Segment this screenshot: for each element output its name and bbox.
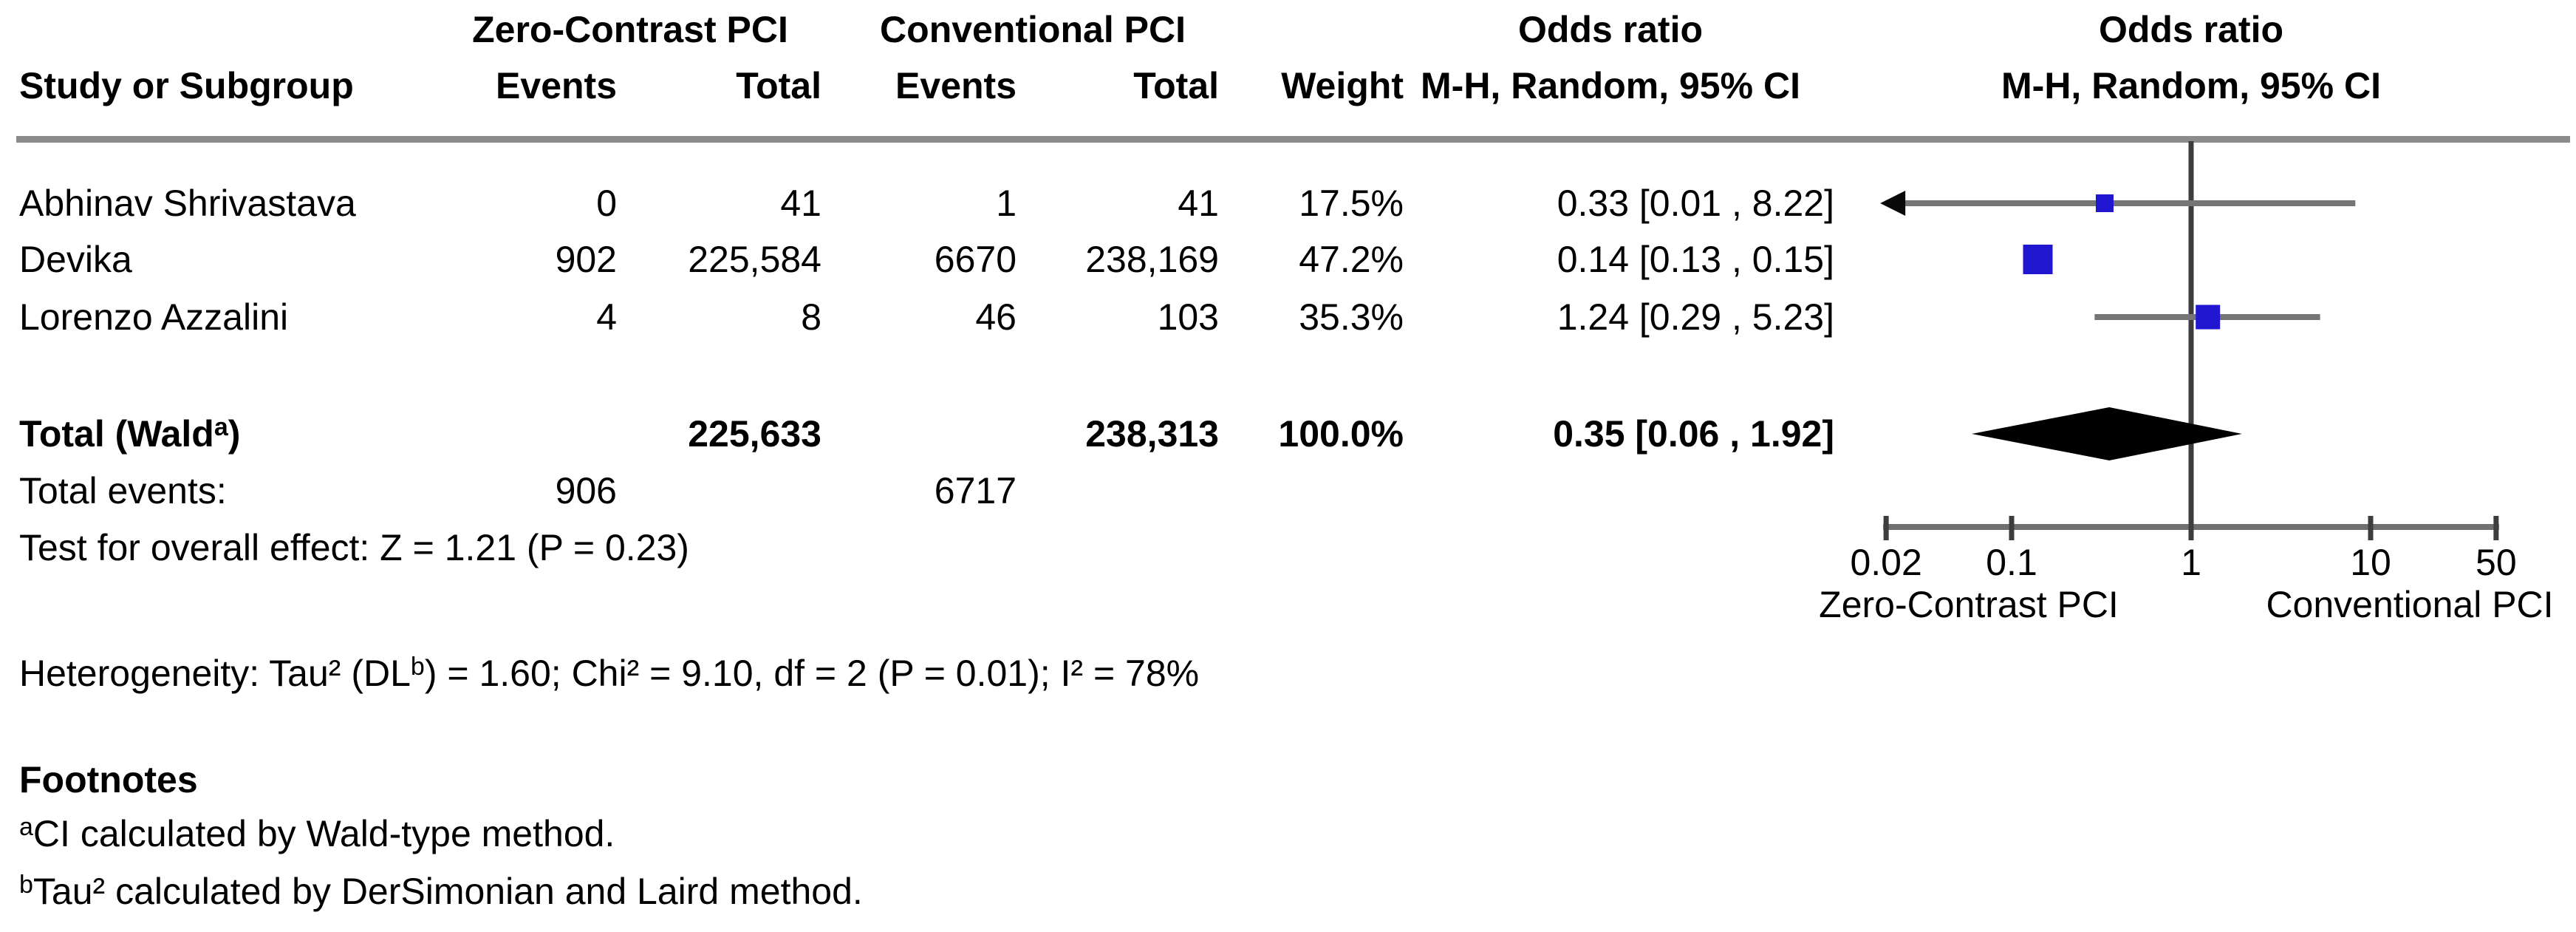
total2-column-header: Total [1133,65,1219,106]
total-events-label: Total events: [19,470,227,511]
footnote-a-marker: a [19,813,33,841]
overall-effect-test: Test for overall effect: Z = 1.21 (P = 0… [19,527,689,568]
ci-offscale-arrow-left [1880,191,1906,216]
weight-value: 17.5% [1299,183,1404,224]
or-ci-value: 1.24 [0.29 , 5.23] [1557,296,1834,338]
weight-sum: 100.0% [1278,413,1404,455]
total1-value: 225,584 [688,239,821,280]
footnotes-title: Footnotes [19,759,198,800]
total2-value: 41 [1178,183,1219,224]
footnote-a: aCI calculated by Wald-type method. [19,813,615,854]
weight-square-marker [2095,194,2114,212]
total2-value: 238,169 [1085,239,1219,280]
or-ci-value: 0.33 [0.01 , 8.22] [1557,183,1834,224]
footnote-a-marker: a [213,413,228,441]
events2-value: 6670 [934,239,1017,280]
weight-value: 47.2% [1299,239,1404,280]
total2-sum: 238,313 [1085,413,1219,455]
weight-value: 35.3% [1299,296,1404,338]
x-axis-tick-label: 0.1 [1986,542,2037,583]
footnote-b-marker: b [19,871,33,899]
study-name: Abhinav Shrivastava [19,183,356,224]
total1-column-header: Total [736,65,821,106]
total-label: Total (Walda) [19,413,241,455]
heterogeneity-stats: Heterogeneity: Tau² (DLb) = 1.60; Chi² =… [19,653,1200,694]
x-axis-tick-label: 1 [2181,542,2201,583]
axis-caption-left: Zero-Contrast PCI [1819,584,2119,625]
events2-value: 1 [996,183,1017,224]
mh-text-column-header: M-H, Random, 95% CI [1421,65,1800,106]
events2-column-header: Events [895,65,1017,106]
x-axis-tick-label: 0.02 [1850,542,1922,583]
odds-ratio-plot-col-title: Odds ratio [2098,9,2284,50]
x-axis-tick-label: 10 [2350,542,2391,583]
footnote-b-marker: b [410,653,425,681]
weight-square-marker [2023,245,2053,274]
study-column-header: Study or Subgroup [19,65,354,106]
study-name: Lorenzo Azzalini [19,296,289,338]
events1-value: 4 [596,296,617,338]
axis-caption-right: Conventional PCI [2266,584,2554,625]
total1-value: 8 [801,296,821,338]
footnote-b: bTau² calculated by DerSimonian and Lair… [19,871,863,912]
group1-header: Zero-Contrast PCI [472,9,788,50]
odds-ratio-text-col-title: Odds ratio [1517,9,1704,50]
weight-square-marker [2196,305,2221,330]
or-ci-value: 0.14 [0.13 , 0.15] [1557,239,1834,280]
total-diamond [1972,407,2242,460]
events1-value: 902 [555,239,617,280]
total-events-group2: 6717 [934,470,1017,511]
x-axis-tick-label: 50 [2476,542,2517,583]
study-name: Devika [19,239,132,280]
events2-value: 46 [975,296,1017,338]
total1-sum: 225,633 [688,413,821,455]
total1-value: 41 [780,183,821,224]
total-events-group1: 906 [555,470,617,511]
total2-value: 103 [1157,296,1219,338]
header-separator-line [16,136,2570,143]
mh-plot-column-header: M-H, Random, 95% CI [2001,65,2381,106]
weight-column-header: Weight [1281,65,1404,106]
group2-header: Conventional PCI [880,9,1186,50]
events1-column-header: Events [496,65,617,106]
total-or-ci: 0.35 [0.06 , 1.92] [1553,413,1834,455]
events1-value: 0 [596,183,617,224]
